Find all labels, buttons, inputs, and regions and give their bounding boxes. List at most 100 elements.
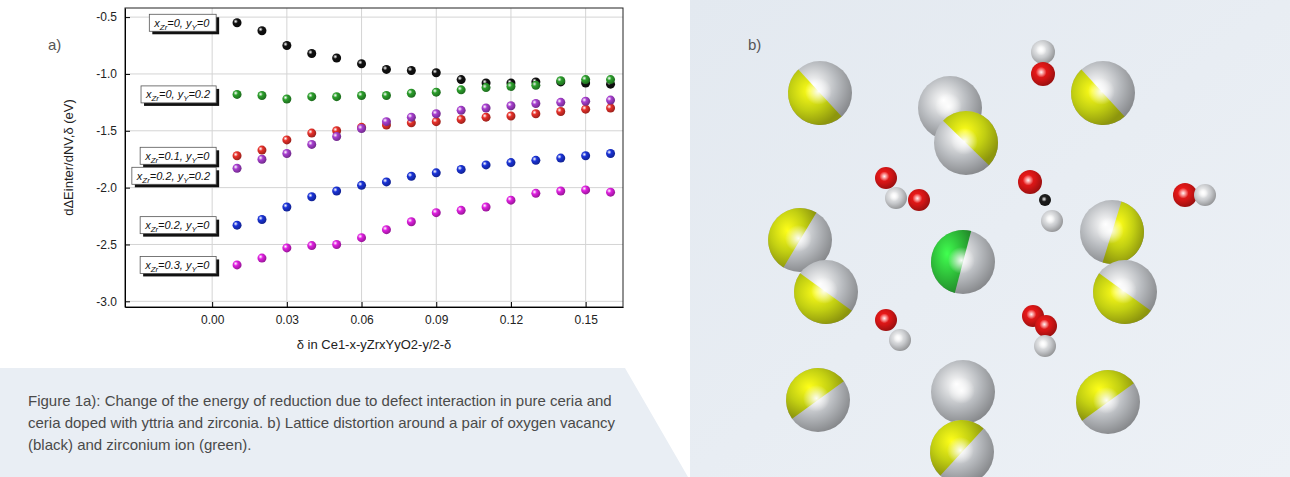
tick-mark xyxy=(125,131,130,132)
grid-line xyxy=(125,130,623,131)
tick-label: 0.03 xyxy=(276,313,300,327)
chart: 0.000.030.060.090.120.15-0.5-1.0-1.5-2.0… xyxy=(61,8,624,352)
data-point xyxy=(581,185,590,194)
legend-label: xZr=0.3, yY=0 xyxy=(144,259,210,274)
data-point xyxy=(257,146,266,155)
data-point xyxy=(531,189,540,198)
atom xyxy=(875,309,897,331)
tick-mark xyxy=(125,301,130,302)
data-point xyxy=(233,18,242,27)
y-axis-title: dΔEinter/dNV,δ (eV) xyxy=(61,99,76,216)
x-axis-title: δ in Ce1-x-yZrxYyO2-y/2-δ xyxy=(297,337,452,352)
data-point xyxy=(531,156,540,165)
tick: 0.06 xyxy=(350,302,374,327)
data-point xyxy=(581,97,590,106)
tick-label: -3.0 xyxy=(96,295,117,309)
lattice-diagram xyxy=(768,40,1216,477)
x-axis: 0.000.030.060.090.120.15 xyxy=(126,302,624,327)
data-point xyxy=(357,233,366,242)
data-point xyxy=(457,85,466,94)
data-point xyxy=(556,98,565,107)
tick: 0.12 xyxy=(500,302,524,327)
data-point xyxy=(407,89,416,98)
data-point xyxy=(282,135,291,144)
data-point xyxy=(506,101,515,110)
data-point xyxy=(531,109,540,118)
data-point xyxy=(307,140,316,149)
tick-mark xyxy=(362,302,363,307)
tick-mark xyxy=(212,302,213,307)
data-point xyxy=(407,217,416,226)
data-point xyxy=(457,165,466,174)
atom xyxy=(1041,210,1063,232)
legend-box xyxy=(140,256,216,273)
caption: Figure 1a): Change of the energy of redu… xyxy=(28,392,619,453)
data-point xyxy=(482,113,491,122)
axis-line xyxy=(126,307,624,308)
data-point xyxy=(506,82,515,91)
atom xyxy=(1173,183,1197,207)
legend-box xyxy=(141,86,216,103)
plot-area xyxy=(125,8,623,307)
tick-mark xyxy=(125,244,130,245)
data-point xyxy=(282,41,291,50)
data-point xyxy=(307,92,316,101)
data-point xyxy=(457,106,466,115)
tick: -2.5 xyxy=(96,238,130,252)
atom xyxy=(934,111,998,175)
data-point xyxy=(307,192,316,201)
atom xyxy=(875,167,897,189)
legend-label: xZr=0.2, yY=0.2 xyxy=(136,170,210,185)
tick-label: 0.12 xyxy=(500,313,524,327)
tick: 0.03 xyxy=(276,302,300,327)
data-point xyxy=(233,90,242,99)
data-point xyxy=(357,124,366,133)
data-point xyxy=(506,112,515,121)
data-point xyxy=(432,88,441,97)
panel-a-background xyxy=(0,0,690,477)
data-point xyxy=(233,221,242,230)
legend-item: xZr=0.2, yY=0.2 xyxy=(132,167,219,187)
tick-mark xyxy=(125,74,130,75)
data-point xyxy=(233,151,242,160)
legend-box xyxy=(149,14,216,31)
data-point xyxy=(307,49,316,58)
grid xyxy=(125,8,623,307)
tick-label: 0.09 xyxy=(425,313,449,327)
tick-label: -2.5 xyxy=(96,238,117,252)
data-point xyxy=(407,113,416,122)
data-point xyxy=(257,26,266,35)
atom xyxy=(1031,40,1055,64)
atom xyxy=(931,230,995,294)
atom xyxy=(885,187,907,209)
data-point xyxy=(382,91,391,100)
data-point xyxy=(382,65,391,74)
tick: -2.0 xyxy=(96,181,130,195)
grid-line xyxy=(125,244,623,245)
data-point xyxy=(432,208,441,217)
atom xyxy=(1076,370,1140,434)
tick: 0.00 xyxy=(201,302,225,327)
tick-mark xyxy=(125,17,130,18)
data-point xyxy=(581,75,590,84)
data-point xyxy=(506,158,515,167)
data-point xyxy=(556,154,565,163)
data-point xyxy=(257,91,266,100)
tick: -1.0 xyxy=(96,67,130,81)
panel-b-background xyxy=(690,0,1290,477)
data-point xyxy=(282,94,291,103)
axis-line xyxy=(125,9,126,308)
data-point xyxy=(457,75,466,84)
legend-label: xZr=0, yY=0.2 xyxy=(145,88,210,103)
legend-item: xZr=0.3, yY=0 xyxy=(140,256,219,276)
data-point xyxy=(357,91,366,100)
legend-label: xZr=0.2, yY=0 xyxy=(144,219,210,234)
data-point xyxy=(457,206,466,215)
panel-label: b) xyxy=(748,36,761,53)
data-point xyxy=(307,241,316,250)
tick-mark xyxy=(511,302,512,307)
data-point xyxy=(556,76,565,85)
data-point xyxy=(233,260,242,269)
data-point xyxy=(307,129,316,138)
panel-label: a) xyxy=(48,36,61,53)
